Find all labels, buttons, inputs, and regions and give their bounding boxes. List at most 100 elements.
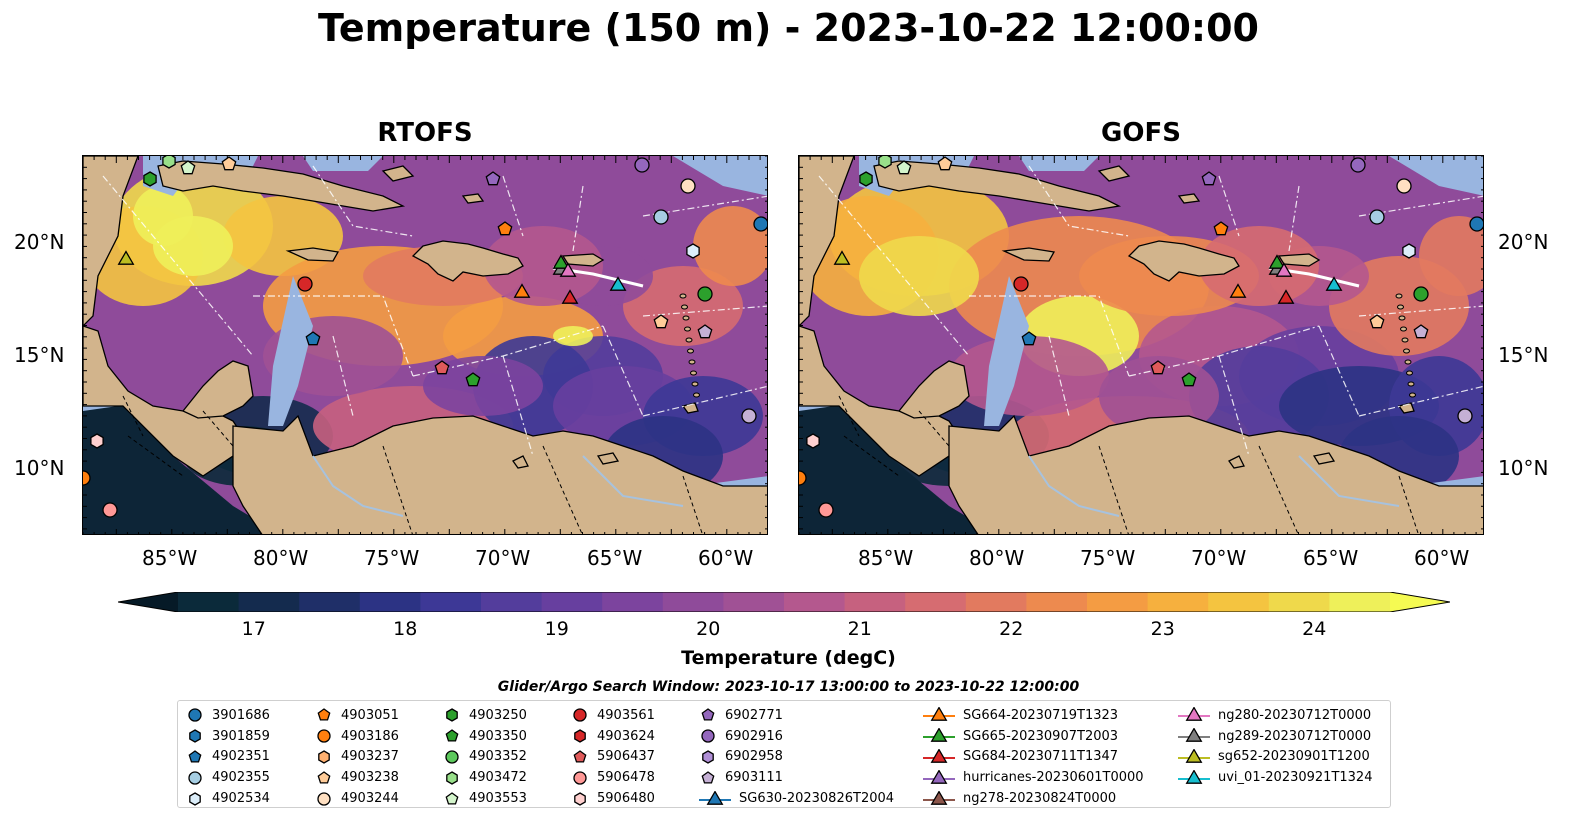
land-yucatan-mexico <box>799 156 855 327</box>
temperature-patch <box>859 236 979 316</box>
land-lesser-antilles <box>1403 348 1410 354</box>
legend-item-label: 6902771 <box>725 707 783 723</box>
country-border <box>918 410 950 447</box>
legend-item: SG630-20230826T2004 <box>699 788 894 809</box>
float-marker-pentagon-icon <box>465 372 481 387</box>
land-lesser-antilles <box>1401 337 1409 343</box>
lon-label-85w-right: 85°W <box>858 546 914 570</box>
land-lesser-antilles <box>1398 315 1406 321</box>
glider-marker-triangle-icon <box>559 262 577 277</box>
float-marker-circle-icon <box>188 771 202 785</box>
eez-boundary <box>1218 175 1240 237</box>
float-marker-pentagon-icon <box>317 770 331 784</box>
lat-label-10n-left: 10°N <box>14 456 65 480</box>
legend-item: 4902355 <box>186 767 270 788</box>
float-marker-hexagon-icon <box>189 729 201 743</box>
land-lesser-antilles <box>688 359 696 365</box>
land-bahamas-a <box>1177 193 1201 204</box>
eez-boundary <box>1288 185 1300 252</box>
glider-marker-triangle-icon <box>513 283 531 298</box>
lon-label-70w-left: 70°W <box>475 546 531 570</box>
float-marker-pentagon-icon <box>317 708 331 721</box>
float-marker-circle-icon <box>799 470 807 486</box>
colorbar-label: Temperature (degC) <box>681 647 896 669</box>
legend-hexagon-icon <box>318 750 330 764</box>
legend-glider-icon <box>923 790 955 805</box>
legend-glider-icon <box>1178 728 1210 743</box>
glider-marker-triangle-icon <box>1275 262 1293 277</box>
country-border <box>127 435 184 477</box>
lon-label-80w-right: 80°W <box>969 546 1025 570</box>
temperature-patch <box>553 326 593 346</box>
colorbar-extend-low <box>118 592 178 612</box>
float-marker-hexagon-icon <box>162 156 176 169</box>
legend-item: hurricanes-20230601T0000 <box>923 767 1144 788</box>
lon-label-75w-right: 75°W <box>1080 546 1136 570</box>
float-marker-pentagon-icon <box>701 770 715 784</box>
float-marker-circle-icon <box>1013 276 1029 292</box>
eez-boundary <box>642 305 767 317</box>
legend-item: 5906437 <box>571 747 655 768</box>
legend-glider-icon <box>923 707 955 722</box>
glider-marker-triangle-icon <box>930 707 948 722</box>
country-border <box>1258 445 1299 534</box>
float-marker-circle-icon <box>1396 178 1412 194</box>
glider-marker-triangle-icon <box>561 289 579 304</box>
float-marker-pentagon-icon <box>1213 221 1229 236</box>
legend-circle-icon <box>188 708 202 723</box>
country-border <box>542 445 583 534</box>
float-marker-pentagon-icon <box>701 708 715 721</box>
legend-item: 6902958 <box>699 747 894 768</box>
eez-boundary <box>502 355 534 457</box>
float-marker-circle-icon <box>1413 286 1429 302</box>
legend-item: 4903238 <box>315 767 399 788</box>
legend-hexagon-icon <box>574 729 586 743</box>
colorbar-bin <box>178 592 240 612</box>
figure-title: Temperature (150 m) - 2023-10-22 12:00:0… <box>317 6 1259 50</box>
float-marker-circle-icon <box>445 750 459 764</box>
colorbar-tick-label: 21 <box>847 618 872 640</box>
float-marker-hexagon-icon <box>143 171 157 187</box>
legend-item-label: SG630-20230826T2004 <box>739 791 895 807</box>
continental-shelf <box>1389 156 1483 196</box>
colorbar-bin <box>299 592 361 612</box>
land-yucatan-mexico <box>83 156 139 327</box>
colorbar-tick-label: 18 <box>393 618 418 640</box>
legend-item-label: 6902958 <box>725 749 783 765</box>
eez-boundary <box>1318 325 1360 417</box>
legend-item: 6902916 <box>699 726 894 747</box>
legend-glider-icon <box>699 790 731 805</box>
float-marker-circle-icon <box>653 209 669 225</box>
legend-circle-icon <box>573 708 587 723</box>
float-marker-pentagon-icon <box>180 160 196 175</box>
legend-item-label: hurricanes-20230601T0000 <box>963 770 1144 786</box>
colorbar-bin <box>905 592 967 612</box>
eez-boundary <box>572 185 584 252</box>
legend-item: sg652-20230901T1200 <box>1178 747 1372 768</box>
colorbar-tick-label: 23 <box>1150 618 1175 640</box>
legend-item-label: 4903238 <box>341 770 399 786</box>
land-lesser-antilles <box>1404 359 1412 365</box>
legend: 3901686 3901859 4902351 4902355 4902534 49030… <box>177 700 1391 808</box>
legend-item-label: 4903624 <box>597 728 655 744</box>
legend-pentagon-icon <box>317 770 331 784</box>
float-marker-pentagon-icon <box>1413 324 1429 339</box>
float-marker-pentagon-icon <box>1369 314 1385 329</box>
float-marker-pentagon-icon <box>1201 171 1217 186</box>
legend-hexagon-icon <box>702 750 714 764</box>
legend-item-label: SG664-20230719T1323 <box>963 707 1119 723</box>
float-marker-hexagon-icon <box>574 791 586 806</box>
legend-hexagon-icon <box>574 791 586 806</box>
legend-item: 4903186 <box>315 726 399 747</box>
float-marker-pentagon-icon <box>305 331 321 346</box>
float-marker-pentagon-icon <box>434 360 450 375</box>
float-marker-hexagon-icon <box>318 750 330 764</box>
float-marker-circle-icon <box>317 729 331 743</box>
colorbar-bin <box>602 592 664 612</box>
float-marker-hexagon-icon <box>90 433 104 449</box>
legend-hexagon-icon <box>189 729 201 743</box>
float-marker-circle-icon <box>741 408 757 424</box>
float-marker-hexagon-icon <box>686 243 700 259</box>
legend-pentagon-icon <box>445 729 459 742</box>
land-lesser-antilles <box>1397 304 1404 310</box>
